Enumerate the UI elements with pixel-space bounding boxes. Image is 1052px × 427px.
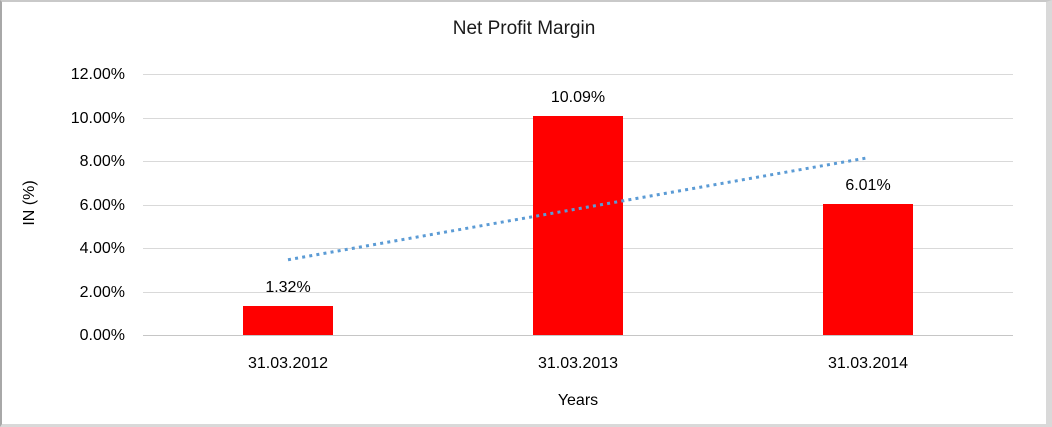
y-tick-label: 12.00% <box>70 66 125 83</box>
y-tick-label: 10.00% <box>70 109 125 127</box>
plot-area: 1.32% 10.09% 6.01% <box>143 74 1013 336</box>
bar-data-label: 10.09% <box>550 88 606 106</box>
gridline <box>143 74 1013 75</box>
bar-31.03.2012[interactable] <box>243 306 333 335</box>
x-tick-label: 31.03.2013 <box>537 355 619 372</box>
trendline[interactable] <box>143 74 1013 335</box>
y-tick-label: 0.00% <box>79 327 125 344</box>
bar-data-label: 6.01% <box>845 177 891 195</box>
y-tick-label: 4.00% <box>79 240 125 257</box>
x-axis-title: Years <box>557 392 599 409</box>
y-tick-label: 6.00% <box>79 196 125 214</box>
chart-title: Net Profit Margin <box>452 18 596 39</box>
x-tick-label: 31.03.2014 <box>827 355 909 372</box>
y-tick-label: 2.00% <box>79 283 125 301</box>
y-tick-label: 8.00% <box>79 153 125 170</box>
gridline <box>143 335 1013 336</box>
bar-31.03.2013[interactable] <box>533 115 623 335</box>
bar-data-label: 1.32% <box>265 279 311 297</box>
x-tick-label: 31.03.2012 <box>247 355 329 372</box>
bar-31.03.2014[interactable] <box>823 204 913 335</box>
